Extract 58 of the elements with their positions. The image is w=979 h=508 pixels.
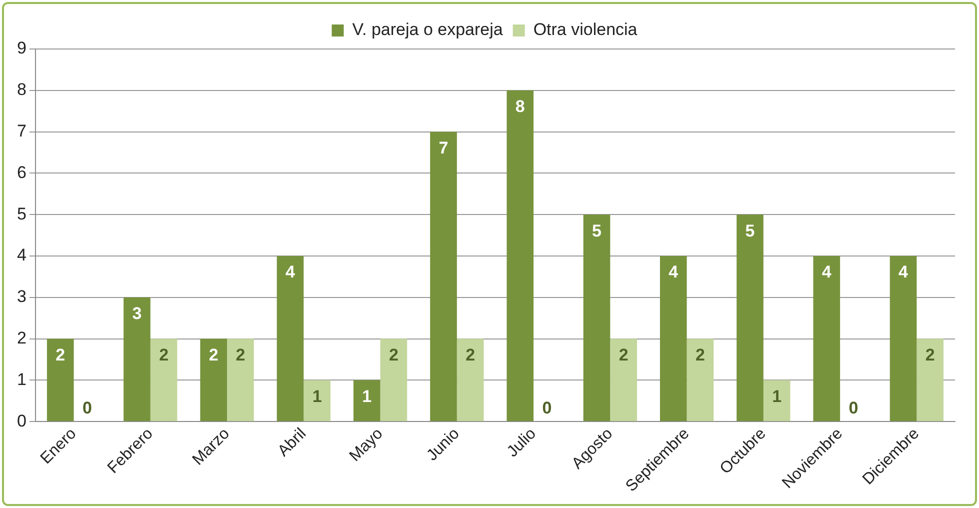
bar — [46, 338, 74, 422]
bar — [583, 214, 610, 422]
y-tick-label: 1 — [16, 370, 26, 389]
bar — [736, 214, 764, 422]
data-label: 2 — [236, 345, 246, 364]
bar — [813, 256, 840, 422]
legend-label: V. pareja o expareja — [352, 20, 504, 40]
bar — [610, 338, 637, 422]
bar — [380, 338, 408, 422]
y-tick-label: 0 — [16, 411, 26, 430]
y-tick-label: 9 — [16, 38, 26, 58]
data-label: 2 — [695, 345, 705, 364]
bar — [150, 338, 178, 422]
bar — [200, 338, 228, 422]
bar — [276, 256, 304, 422]
y-tick-label: 6 — [16, 162, 26, 182]
data-label: 0 — [848, 398, 858, 418]
bar — [124, 297, 150, 422]
data-label: 2 — [388, 345, 398, 364]
bar — [227, 338, 254, 422]
bar — [763, 380, 790, 422]
data-label: 2 — [159, 345, 169, 364]
data-label: 5 — [592, 221, 602, 240]
y-tick-label: 2 — [16, 328, 26, 348]
bar — [353, 380, 380, 422]
data-label: 1 — [772, 386, 782, 406]
data-label: 2 — [925, 345, 935, 364]
y-tick-label: 7 — [16, 121, 26, 140]
data-label: 8 — [515, 97, 525, 116]
bar — [916, 338, 944, 422]
x-tick-label: Julio — [504, 425, 540, 461]
data-label: 0 — [82, 398, 92, 418]
data-label: 2 — [56, 345, 66, 364]
bar — [890, 256, 917, 422]
data-label: 1 — [362, 386, 372, 406]
bar — [304, 380, 330, 422]
data-label: 4 — [286, 262, 296, 282]
bar — [506, 90, 534, 422]
data-label: 7 — [438, 138, 448, 158]
y-tick-label: 8 — [16, 80, 26, 100]
y-tick-label: 4 — [16, 246, 26, 265]
data-label: 3 — [132, 304, 142, 324]
data-label: 2 — [618, 345, 628, 364]
bar — [686, 338, 714, 422]
data-label: 1 — [312, 386, 322, 406]
data-label: 2 — [466, 345, 476, 364]
y-tick-label: 3 — [16, 287, 26, 306]
data-label: 0 — [542, 398, 552, 418]
data-label: 2 — [208, 345, 218, 364]
data-label: 4 — [822, 262, 832, 282]
bar — [660, 256, 687, 422]
legend-label: Otra violencia — [533, 20, 638, 40]
bar — [456, 338, 484, 422]
data-label: 4 — [668, 262, 679, 282]
data-label: 5 — [745, 221, 755, 240]
data-label: 4 — [898, 262, 909, 282]
bar — [430, 132, 457, 422]
y-tick-label: 5 — [16, 204, 26, 224]
